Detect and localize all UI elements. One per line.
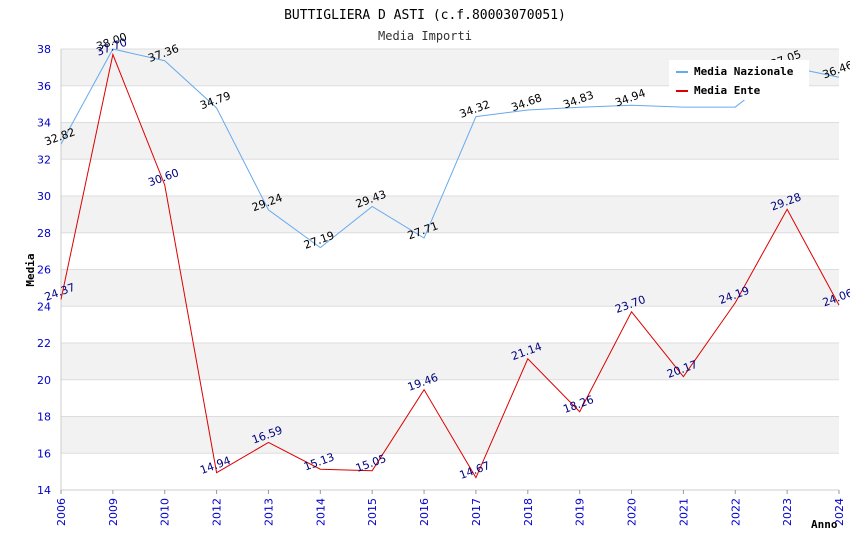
legend-label-media-ente: Media Ente — [694, 84, 761, 97]
x-tick-label: 2024 — [833, 498, 846, 526]
y-axis-ticks: 14 16 18 20 22 24 26 28 30 32 34 36 38 — [37, 43, 51, 497]
series-line-media-nazionale — [60, 48, 840, 249]
y-tick-label: 30 — [37, 190, 51, 203]
x-tick-label: 2014 — [314, 498, 327, 526]
y-tick-label: 26 — [37, 264, 51, 277]
x-tick-label: 2022 — [729, 498, 742, 526]
x-tick-label: 2016 — [418, 498, 431, 526]
x-tick-label: 2020 — [626, 498, 639, 526]
grid-band — [61, 269, 839, 307]
legend: Media Nazionale Media Ente — [669, 60, 809, 100]
y-axis-label: Media — [24, 253, 37, 286]
x-axis-label: Anno — [811, 518, 838, 531]
legend-label-media-nazionale: Media Nazionale — [694, 65, 794, 78]
grid-band — [61, 122, 839, 160]
series-lines — [60, 48, 840, 479]
x-axis-ticks: 2006 2009 2010 2012 2013 2014 2015 2016 2017 2018… — [55, 490, 846, 526]
y-tick-label: 38 — [37, 43, 51, 56]
y-tick-label: 20 — [37, 374, 51, 387]
x-tick-label: 2009 — [107, 498, 120, 526]
x-tick-label: 2013 — [262, 498, 275, 526]
y-tick-label: 28 — [37, 227, 51, 240]
x-tick-label: 2021 — [677, 498, 690, 526]
chart-subtitle: Media Importi — [378, 29, 472, 43]
grid-band — [61, 453, 839, 490]
y-tick-label: 16 — [37, 447, 51, 460]
x-tick-label: 2017 — [470, 498, 483, 526]
x-tick-label: 2023 — [781, 498, 794, 526]
grid-band — [61, 232, 839, 270]
y-tick-label: 32 — [37, 153, 51, 166]
grid-band — [61, 306, 839, 343]
grid-lines — [60, 48, 839, 491]
grid-band — [61, 343, 839, 380]
y-tick-label: 36 — [37, 80, 51, 93]
y-tick-label: 14 — [37, 484, 51, 497]
x-tick-label: 2019 — [574, 498, 587, 526]
chart-title: BUTTIGLIERA D ASTI (c.f.80003070051) — [284, 8, 566, 23]
legend-box — [669, 60, 809, 100]
x-tick-label: 2010 — [159, 498, 172, 526]
x-tick-label: 2015 — [366, 498, 379, 526]
grid-band — [61, 416, 839, 454]
x-tick-label: 2012 — [211, 498, 224, 526]
y-tick-label: 34 — [37, 117, 51, 130]
grid-bands — [61, 49, 839, 490]
y-tick-label: 24 — [37, 300, 51, 313]
y-tick-label: 22 — [37, 337, 51, 350]
x-tick-label: 2018 — [522, 498, 535, 526]
grid-band — [61, 196, 839, 233]
grid-band — [61, 379, 839, 417]
x-tick-label: 2006 — [55, 498, 68, 526]
series-line-media-ente — [60, 52, 840, 479]
y-tick-label: 18 — [37, 411, 51, 424]
